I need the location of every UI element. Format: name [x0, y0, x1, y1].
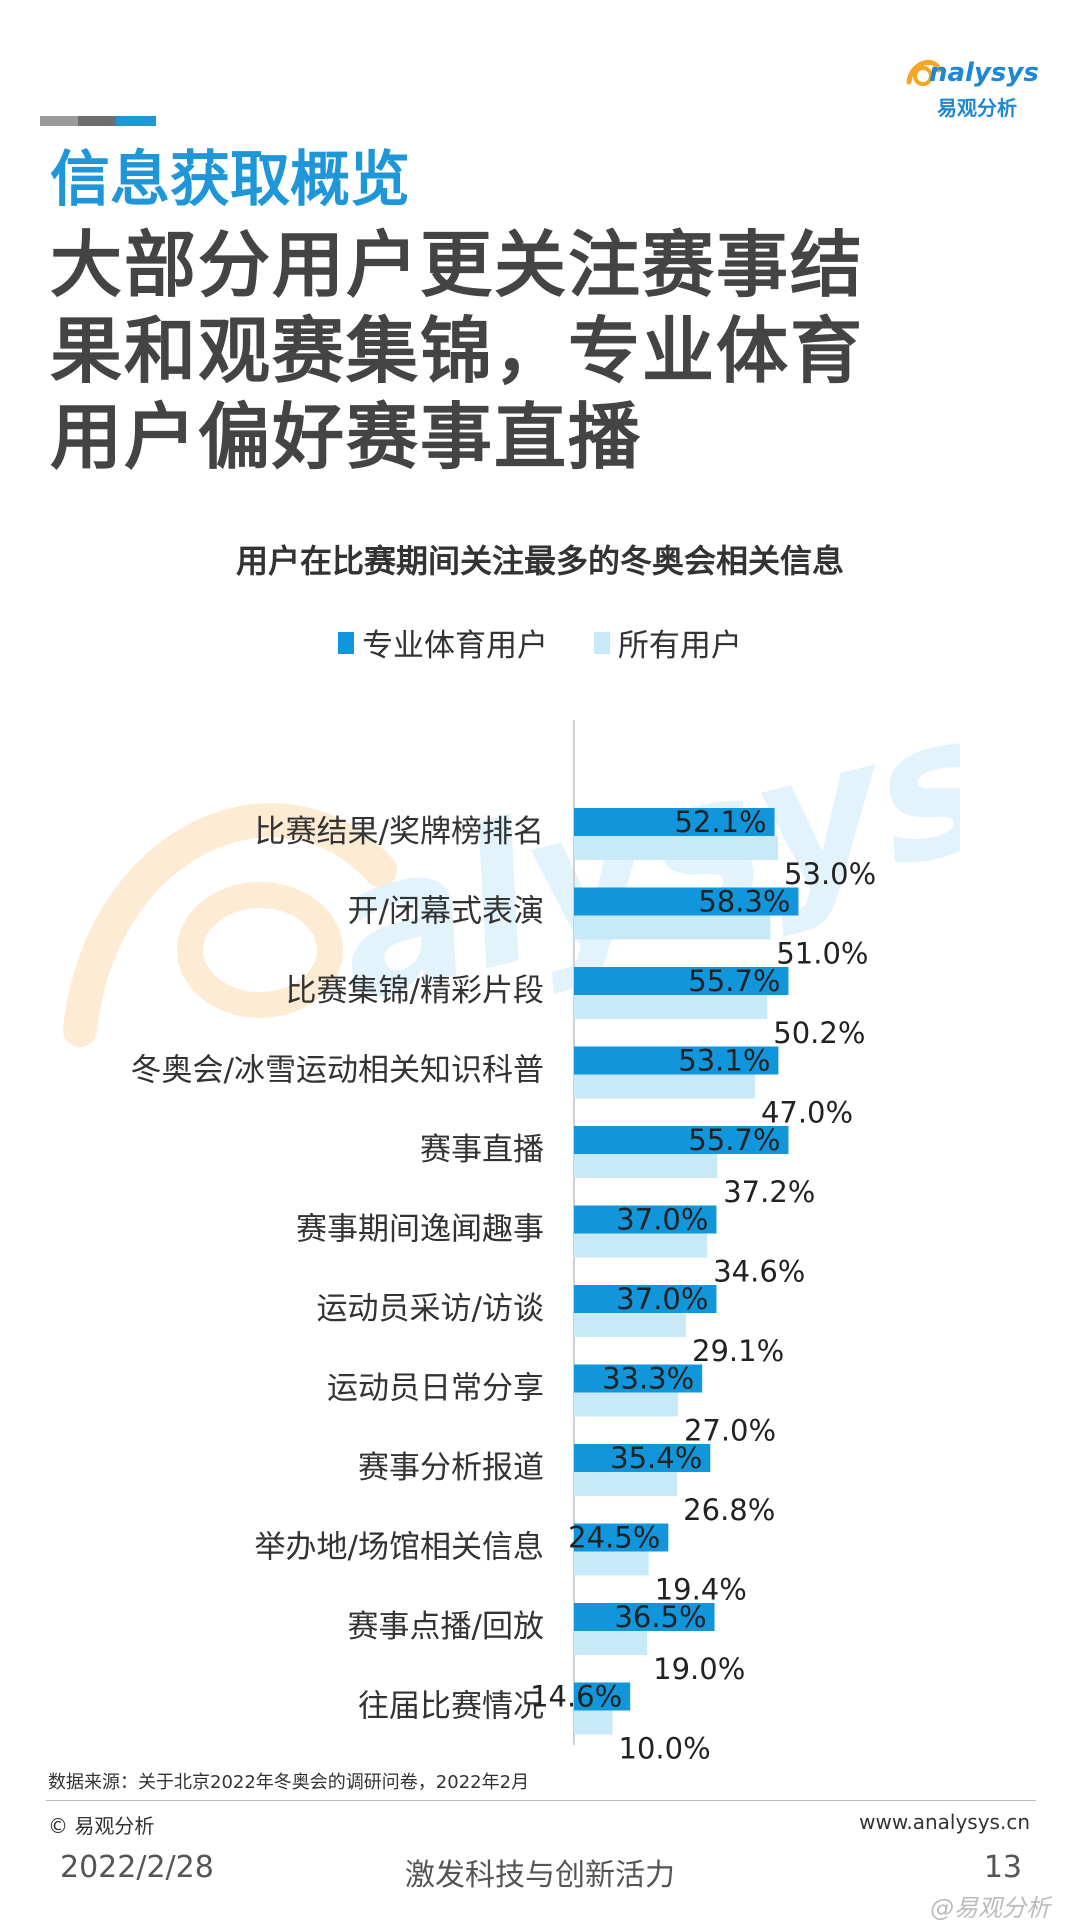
value-label-pro: 58.3% — [698, 885, 790, 919]
value-label-pro: 53.1% — [678, 1044, 770, 1078]
bar-all-users — [574, 1313, 687, 1337]
bar-pro-users — [574, 1126, 789, 1154]
bar-pro-users — [574, 1682, 631, 1711]
category-label: 比赛集锦/精彩片段 — [286, 973, 544, 1009]
value-label-pro: 52.1% — [674, 805, 766, 839]
value-label-all: 19.4% — [655, 1573, 747, 1607]
deco-bar-dark — [78, 116, 116, 126]
legend-item-all: 所有用户 — [593, 620, 742, 665]
value-label-all: 47.0% — [761, 1096, 853, 1130]
section-title: 信息获取概览 — [50, 145, 410, 215]
bar-all-users — [574, 995, 768, 1019]
bar-chart: 比赛结果/奖牌榜排名 52.1% 53.0% 开/闭幕式表演 58.3% 51.0% 比赛集… — [131, 720, 876, 1766]
category-label: 赛事点播/回放 — [348, 1609, 544, 1645]
bar-pro-users — [574, 1364, 703, 1393]
value-label-pro: 14.6% — [530, 1680, 622, 1714]
bar-all-users — [574, 1154, 718, 1178]
headline-line: 用户偏好赛事直播 — [50, 395, 643, 479]
legend-swatch-pro — [338, 631, 355, 654]
bar-all-users — [574, 1472, 678, 1496]
bar-all-users — [574, 1710, 613, 1735]
bar-pro-users — [574, 1603, 715, 1631]
headline-line: 果和观赛集锦，专业体育 — [50, 309, 865, 393]
bar-pro-users — [574, 1523, 669, 1552]
legend-label-all: 所有用户 — [617, 628, 742, 664]
deco-bar-light — [40, 116, 78, 126]
value-label-all: 29.1% — [692, 1334, 784, 1368]
value-label-pro: 55.7% — [688, 964, 780, 998]
bar-pro-users — [574, 1444, 711, 1472]
value-label-all: 27.0% — [684, 1414, 776, 1448]
copyright: © 易观分析 — [48, 1814, 155, 1838]
bar-all-users — [574, 915, 771, 940]
logo-chinese-name: 易观分析 — [937, 96, 1017, 120]
category-label: 开/闭幕式表演 — [348, 894, 544, 930]
value-label-pro: 35.4% — [610, 1441, 702, 1475]
category-label: 比赛结果/奖牌榜排名 — [255, 814, 544, 850]
value-label-pro: 33.3% — [602, 1362, 694, 1396]
page-number: 13 — [983, 1850, 1022, 1885]
value-label-all: 10.0% — [619, 1732, 711, 1766]
platform-watermark: @易观分析 — [930, 1894, 1050, 1922]
value-label-all: 53.0% — [784, 857, 876, 891]
bar-all-users — [574, 1233, 708, 1258]
category-label: 运动员采访/访谈 — [317, 1291, 544, 1327]
website-link[interactable]: www.analysys.cn — [859, 1810, 1030, 1834]
chart-legend: 专业体育用户 所有用户 — [0, 620, 1080, 665]
bar-pro-users — [574, 967, 789, 995]
category-label: 往届比赛情况 — [358, 1689, 544, 1725]
chart-title: 用户在比赛期间关注最多的冬奥会相关信息 — [235, 542, 844, 580]
value-label-pro: 37.0% — [616, 1203, 708, 1237]
value-label-all: 19.0% — [653, 1652, 745, 1686]
footer-date: 2022/2/28 — [60, 1850, 214, 1885]
value-label-pro: 36.5% — [614, 1600, 706, 1634]
legend-label-pro: 专业体育用户 — [362, 628, 549, 664]
value-label-all: 50.2% — [773, 1016, 865, 1050]
deco-bar-accent — [116, 116, 156, 126]
value-label-all: 37.2% — [723, 1175, 815, 1209]
category-label: 赛事直播 — [420, 1132, 544, 1168]
category-label: 赛事期间逸闻趣事 — [296, 1212, 544, 1248]
value-label-pro: 24.5% — [568, 1521, 660, 1555]
bar-pro-users — [574, 887, 799, 916]
value-label-pro: 55.7% — [688, 1123, 780, 1157]
legend-item-pro: 专业体育用户 — [338, 620, 548, 665]
decorative-bars — [40, 116, 156, 126]
bar-pro-users — [574, 1046, 779, 1075]
bar-pro-users — [574, 1285, 717, 1313]
value-label-all: 51.0% — [776, 937, 868, 971]
footer-slogan: 激发科技与创新活力 — [405, 1858, 675, 1893]
headline: 大部分用户更关注赛事结 果和观赛集锦，专业体育 用户偏好赛事直播 — [50, 222, 1030, 480]
bar-all-users — [574, 1551, 649, 1576]
logo-wordmark: nalysys — [929, 58, 1039, 88]
value-label-all: 34.6% — [713, 1255, 805, 1289]
headline-line: 大部分用户更关注赛事结 — [50, 223, 865, 307]
value-label-pro: 37.0% — [616, 1282, 708, 1316]
category-label: 赛事分析报道 — [358, 1450, 544, 1486]
data-source-note: 数据来源：关于北京2022年冬奥会的调研问卷，2022年2月 — [48, 1772, 530, 1793]
bar-pro-users — [574, 808, 775, 836]
value-label-all: 26.8% — [683, 1493, 775, 1527]
category-label: 冬奥会/冰雪运动相关知识科普 — [131, 1053, 544, 1089]
bar-all-users — [574, 1392, 678, 1417]
logo-swoosh-icon — [906, 59, 942, 86]
category-label: 举办地/场馆相关信息 — [255, 1530, 544, 1566]
bar-all-users — [574, 836, 779, 860]
analysys-logo: nalysys 易观分析 — [905, 52, 1039, 122]
bar-all-users — [574, 1074, 755, 1099]
category-label: 运动员日常分享 — [327, 1371, 544, 1407]
legend-swatch-all — [593, 631, 610, 654]
bar-all-users — [574, 1631, 648, 1655]
footer-divider — [46, 1800, 1036, 1801]
bar-pro-users — [574, 1205, 717, 1234]
